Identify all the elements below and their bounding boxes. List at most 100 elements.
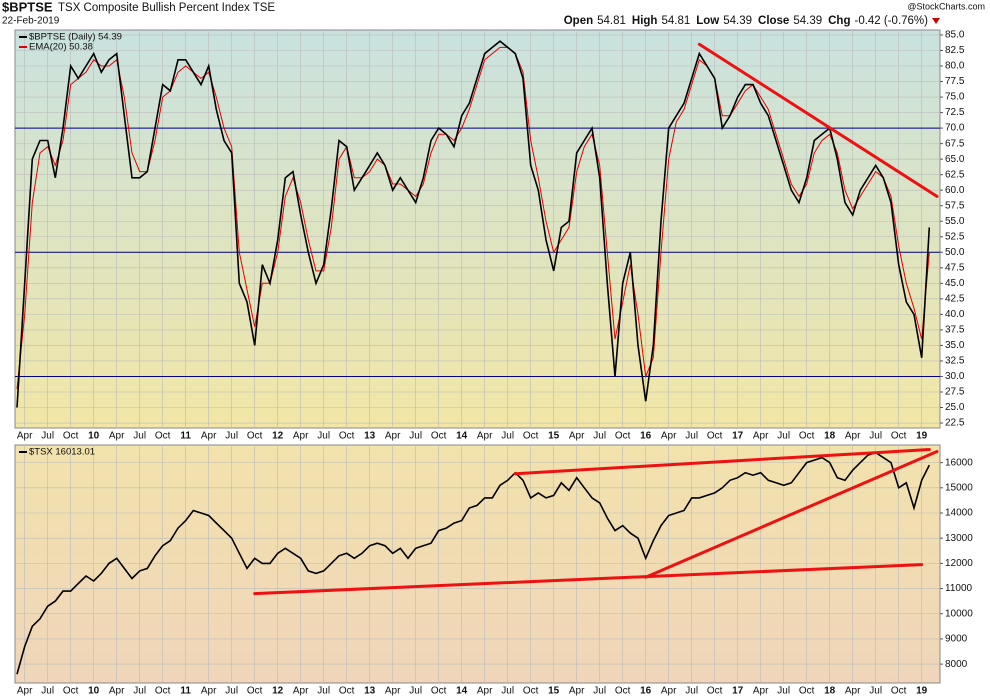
x-tick-label: 13	[364, 686, 376, 697]
quote-label: Low	[696, 15, 719, 27]
quote-value: -0.42 (-0.76%)	[854, 15, 928, 27]
x-tick-label: Oct	[523, 431, 539, 442]
x-tick-label: Jul	[685, 686, 698, 697]
y-tick-label: 70.0	[945, 123, 965, 134]
down-marker	[932, 18, 940, 24]
x-tick-label: 13	[364, 431, 376, 442]
y-tick-label: 32.5	[945, 356, 965, 367]
x-tick-label: Jul	[409, 431, 422, 442]
quote-value: 54.81	[597, 15, 626, 27]
x-tick-label: Apr	[845, 686, 861, 697]
trend-line	[253, 563, 924, 596]
x-tick-label: Apr	[293, 431, 309, 442]
x-tick-label: Apr	[293, 686, 309, 697]
credit: @StockCharts.com	[907, 1, 985, 11]
x-tick-label: Oct	[615, 686, 631, 697]
x-tick-label: Apr	[661, 686, 677, 697]
x-tick-label: Jul	[593, 686, 606, 697]
x-tick-label: Oct	[707, 686, 723, 697]
y-tick-label: 75.0	[945, 92, 965, 103]
series-line	[16, 40, 931, 408]
x-tick-label: Apr	[201, 431, 217, 442]
x-tick-label: Oct	[155, 431, 171, 442]
y-tick-label: 8000	[945, 659, 968, 670]
legend-label: EMA(20) 50.38	[29, 42, 93, 53]
x-tick-label: 10	[88, 431, 100, 442]
y-tick-label: 67.5	[945, 138, 965, 149]
quote-value: 54.39	[723, 15, 752, 27]
x-tick-label: Oct	[431, 431, 447, 442]
x-tick-label: Jul	[869, 686, 882, 697]
x-tick-label: Apr	[569, 686, 585, 697]
x-tick-label: Apr	[17, 431, 33, 442]
trend-line	[513, 448, 931, 476]
quote-value: 54.81	[661, 15, 690, 27]
y-tick-label: 42.5	[945, 293, 965, 304]
y-tick-label: 47.5	[945, 262, 965, 273]
y-tick-label: 10000	[945, 608, 973, 619]
y-tick-label: 12000	[945, 558, 973, 569]
y-tick-label: 60.0	[945, 185, 965, 196]
x-tick-label: Jul	[409, 686, 422, 697]
x-tick-label: Apr	[385, 431, 401, 442]
quote-label: Open	[564, 15, 593, 27]
x-tick-label: Oct	[155, 686, 171, 697]
y-tick-label: 77.5	[945, 76, 965, 87]
x-tick-label: 17	[732, 686, 744, 697]
x-tick-label: 11	[180, 431, 191, 442]
x-tick-label: Jul	[501, 686, 514, 697]
x-tick-label: Apr	[477, 431, 493, 442]
trend-line	[644, 450, 939, 579]
x-tick-label: 18	[824, 686, 836, 697]
x-tick-label: Jul	[777, 686, 790, 697]
x-tick-label: Jul	[225, 686, 238, 697]
x-tick-label: Apr	[569, 431, 585, 442]
x-tick-label: Oct	[799, 686, 815, 697]
x-tick-label: Jul	[133, 431, 146, 442]
symbol: $BPTSE	[2, 0, 53, 14]
x-tick-label: Jul	[41, 686, 54, 697]
y-tick-label: 14000	[945, 508, 973, 519]
x-tick-label: Apr	[753, 431, 769, 442]
date: 22-Feb-2019	[2, 16, 60, 27]
x-tick-label: 16	[640, 686, 652, 697]
x-tick-label: 18	[824, 431, 836, 442]
y-tick-label: 80.0	[945, 61, 965, 72]
x-tick-label: Jul	[593, 431, 606, 442]
x-tick-label: 16	[640, 431, 652, 442]
x-tick-label: 19	[916, 686, 928, 697]
x-tick-label: Oct	[523, 686, 539, 697]
y-tick-label: 50.0	[945, 247, 965, 258]
y-tick-label: 35.0	[945, 340, 965, 351]
quote-value: 54.39	[793, 15, 822, 27]
x-tick-label: 11	[180, 686, 191, 697]
y-tick-label: 65.0	[945, 154, 965, 165]
x-tick-label: 12	[272, 686, 284, 697]
quote-label: Chg	[828, 15, 850, 27]
x-tick-label: 19	[916, 431, 928, 442]
x-tick-label: 12	[272, 431, 284, 442]
x-tick-label: Oct	[247, 686, 263, 697]
y-tick-label: 55.0	[945, 216, 965, 227]
x-tick-label: Oct	[63, 431, 79, 442]
x-tick-label: Oct	[431, 686, 447, 697]
plot-background	[14, 444, 941, 684]
y-tick-label: 9000	[945, 634, 968, 645]
y-tick-label: 82.5	[945, 45, 965, 56]
quote: -0.42 (-0.76%) Chg 54.39 Close 54.39 Low 54.81…	[564, 15, 928, 27]
trend-line	[697, 42, 939, 198]
x-tick-label: Jul	[225, 431, 238, 442]
x-tick-label: 14	[456, 686, 468, 697]
y-tick-label: 52.5	[945, 231, 965, 242]
y-tick-label: 62.5	[945, 169, 965, 180]
quote-label: High	[632, 15, 658, 27]
x-tick-label: Oct	[615, 431, 631, 442]
y-tick-label: 22.5	[945, 418, 965, 429]
x-tick-label: Jul	[869, 431, 882, 442]
x-tick-label: Apr	[477, 686, 493, 697]
x-tick-label: Jul	[317, 431, 330, 442]
x-tick-label: 14	[456, 431, 468, 442]
x-tick-label: Oct	[891, 431, 907, 442]
series-line	[16, 46, 930, 389]
